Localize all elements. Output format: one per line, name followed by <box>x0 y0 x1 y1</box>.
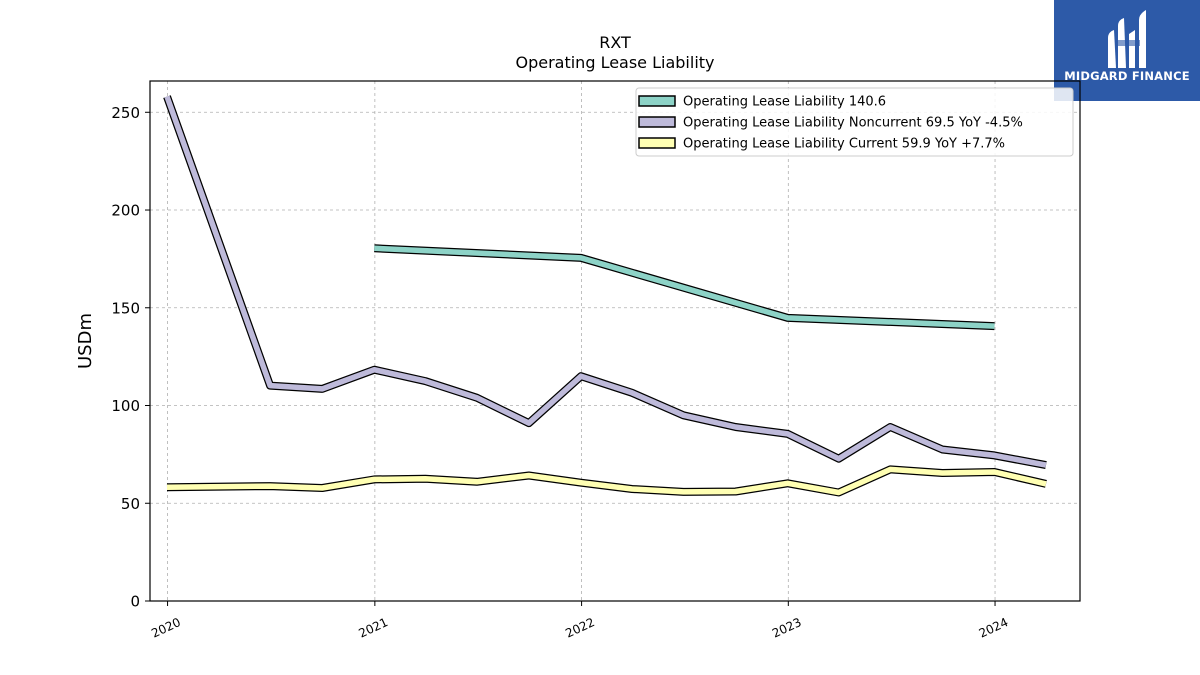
series-line <box>164 95 1047 468</box>
x-axis: 2020 2021 2022 2023 2024 <box>149 601 1010 641</box>
y-tick-label: 150 <box>111 299 140 317</box>
y-tick-label: 0 <box>130 593 140 611</box>
legend: Operating Lease Liability 140.6 Operating… <box>635 87 1074 157</box>
plot-frame <box>149 80 1081 602</box>
y-tick-label: 50 <box>121 495 140 513</box>
brand-name: MIDGARD FINANCE <box>1064 69 1190 83</box>
series-line <box>166 466 1047 496</box>
series-line <box>374 245 995 329</box>
legend-swatch <box>638 116 676 128</box>
series-1 <box>374 244 995 331</box>
chart-title: RXT <box>599 33 631 52</box>
series-3 <box>166 465 1047 497</box>
y-axis-label: USDm <box>75 313 96 369</box>
legend-label: Operating Lease Liability Current 59.9 Y… <box>683 137 1005 152</box>
y-tick-label: 100 <box>111 397 140 415</box>
y-tick-label: 250 <box>111 104 140 122</box>
series-group <box>163 95 1047 497</box>
x-tick-label: 2021 <box>357 615 391 641</box>
legend-label: Operating Lease Liability 140.6 <box>683 95 886 110</box>
series-2 <box>163 95 1047 470</box>
grid <box>150 81 1080 602</box>
chart-subtitle: Operating Lease Liability <box>515 53 714 72</box>
y-tick-label: 200 <box>111 202 140 220</box>
x-tick-label: 2020 <box>149 615 183 641</box>
legend-swatch <box>638 95 676 107</box>
x-tick-label: 2023 <box>770 615 804 641</box>
legend-swatch <box>638 137 676 149</box>
legend-label: Operating Lease Liability Noncurrent 69.… <box>683 116 1023 131</box>
y-axis: 0 50 100 150 200 250 <box>111 104 150 611</box>
x-tick-label: 2022 <box>563 615 597 641</box>
legend-box <box>635 87 1074 157</box>
x-tick-label: 2024 <box>977 615 1011 641</box>
brand-logo: MIDGARD FINANCE <box>1054 0 1200 101</box>
midgard-logo-mark-icon <box>1108 10 1146 68</box>
